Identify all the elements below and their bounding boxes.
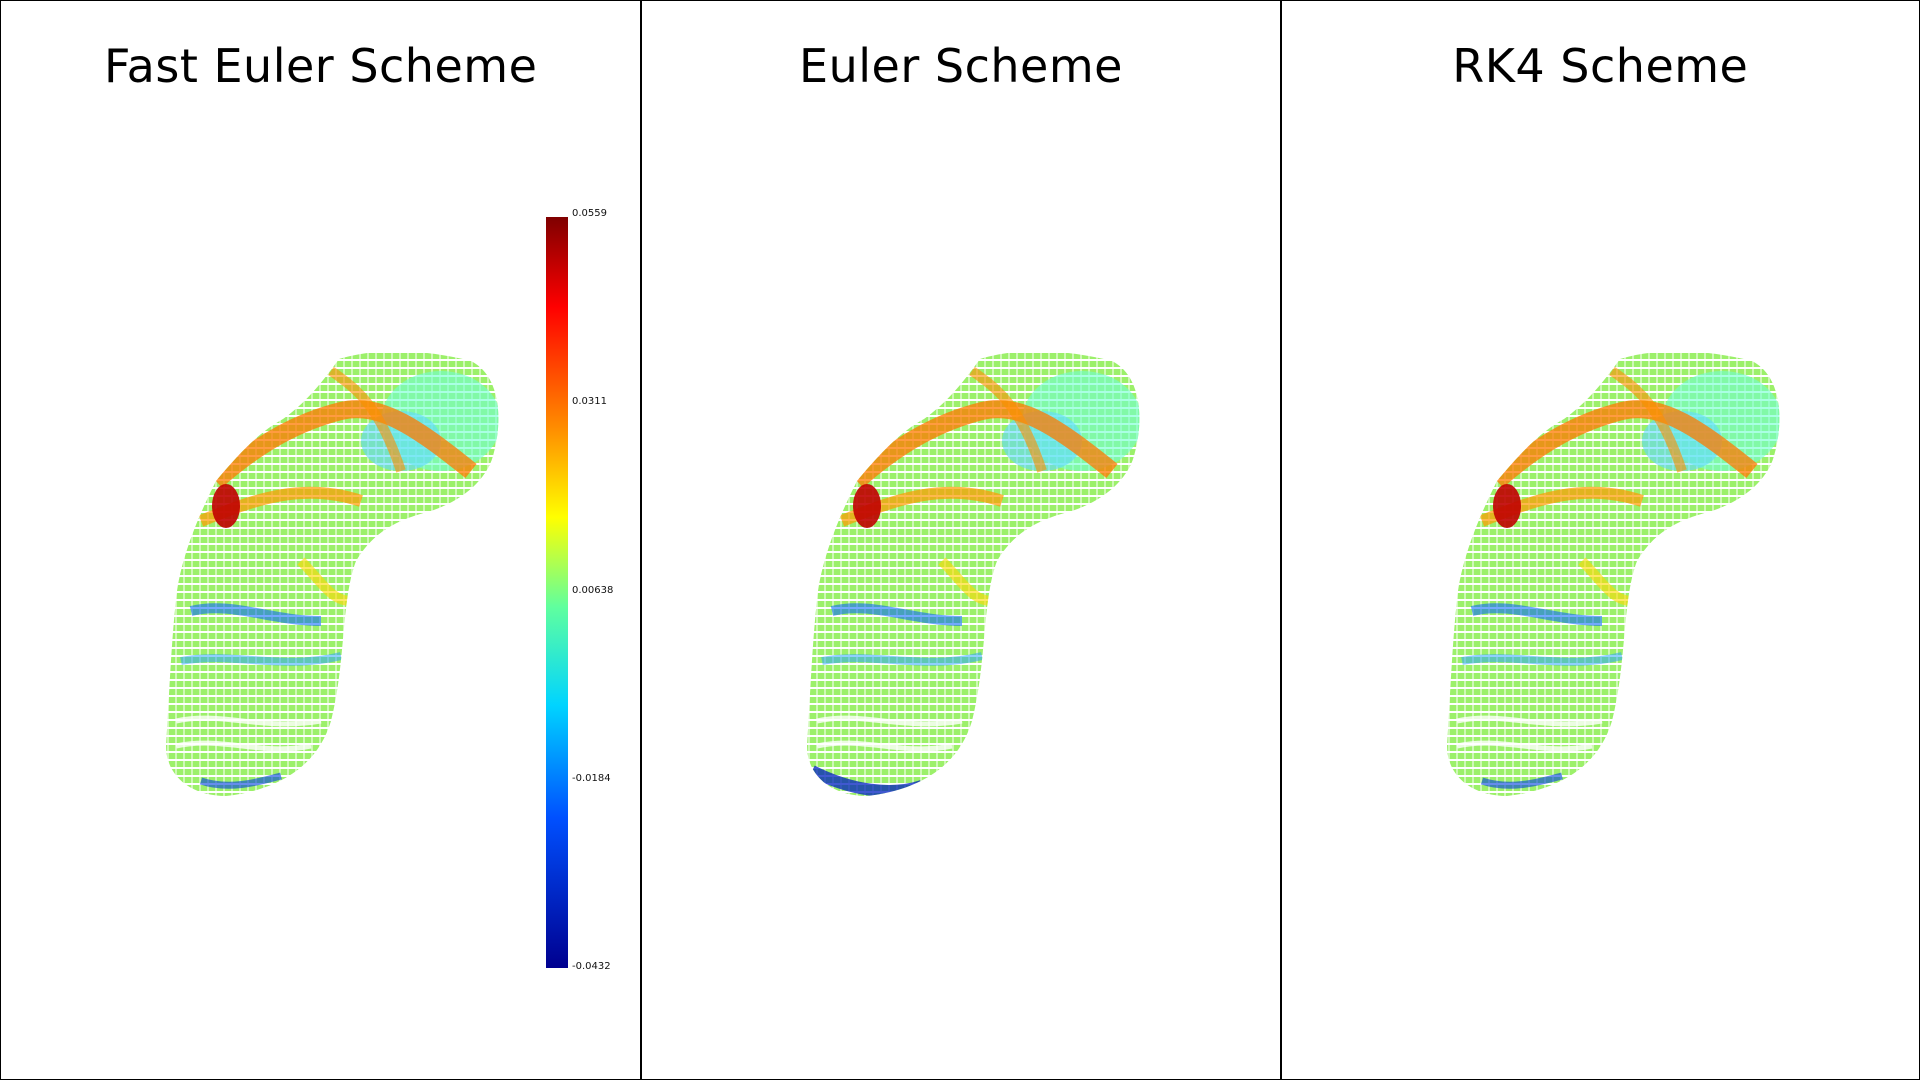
panel-fast-euler: Fast Euler Scheme: [1, 1, 640, 1079]
panel-title: Euler Scheme: [799, 39, 1123, 93]
surface-render-euler: [807, 351, 1140, 796]
colorbar-tick-label: 0.00638: [572, 585, 614, 596]
surface-render-fast-euler: [166, 351, 499, 796]
panel-title: Fast Euler Scheme: [103, 39, 538, 93]
colorbar-tick-label: 0.0311: [572, 396, 607, 407]
panel-rk4: RK4 Scheme: [1279, 1, 1919, 1079]
surface-render-rk4: [1446, 351, 1780, 796]
panel-euler: Euler Scheme: [640, 1, 1279, 1079]
colorbar-tick-label: 0.0559: [572, 208, 607, 219]
colorbar-tick-label: -0.0432: [572, 961, 611, 972]
colorbar: [546, 217, 568, 968]
colorbar-tick-label: -0.0184: [572, 773, 611, 784]
panel-title: RK4 Scheme: [1452, 39, 1749, 93]
